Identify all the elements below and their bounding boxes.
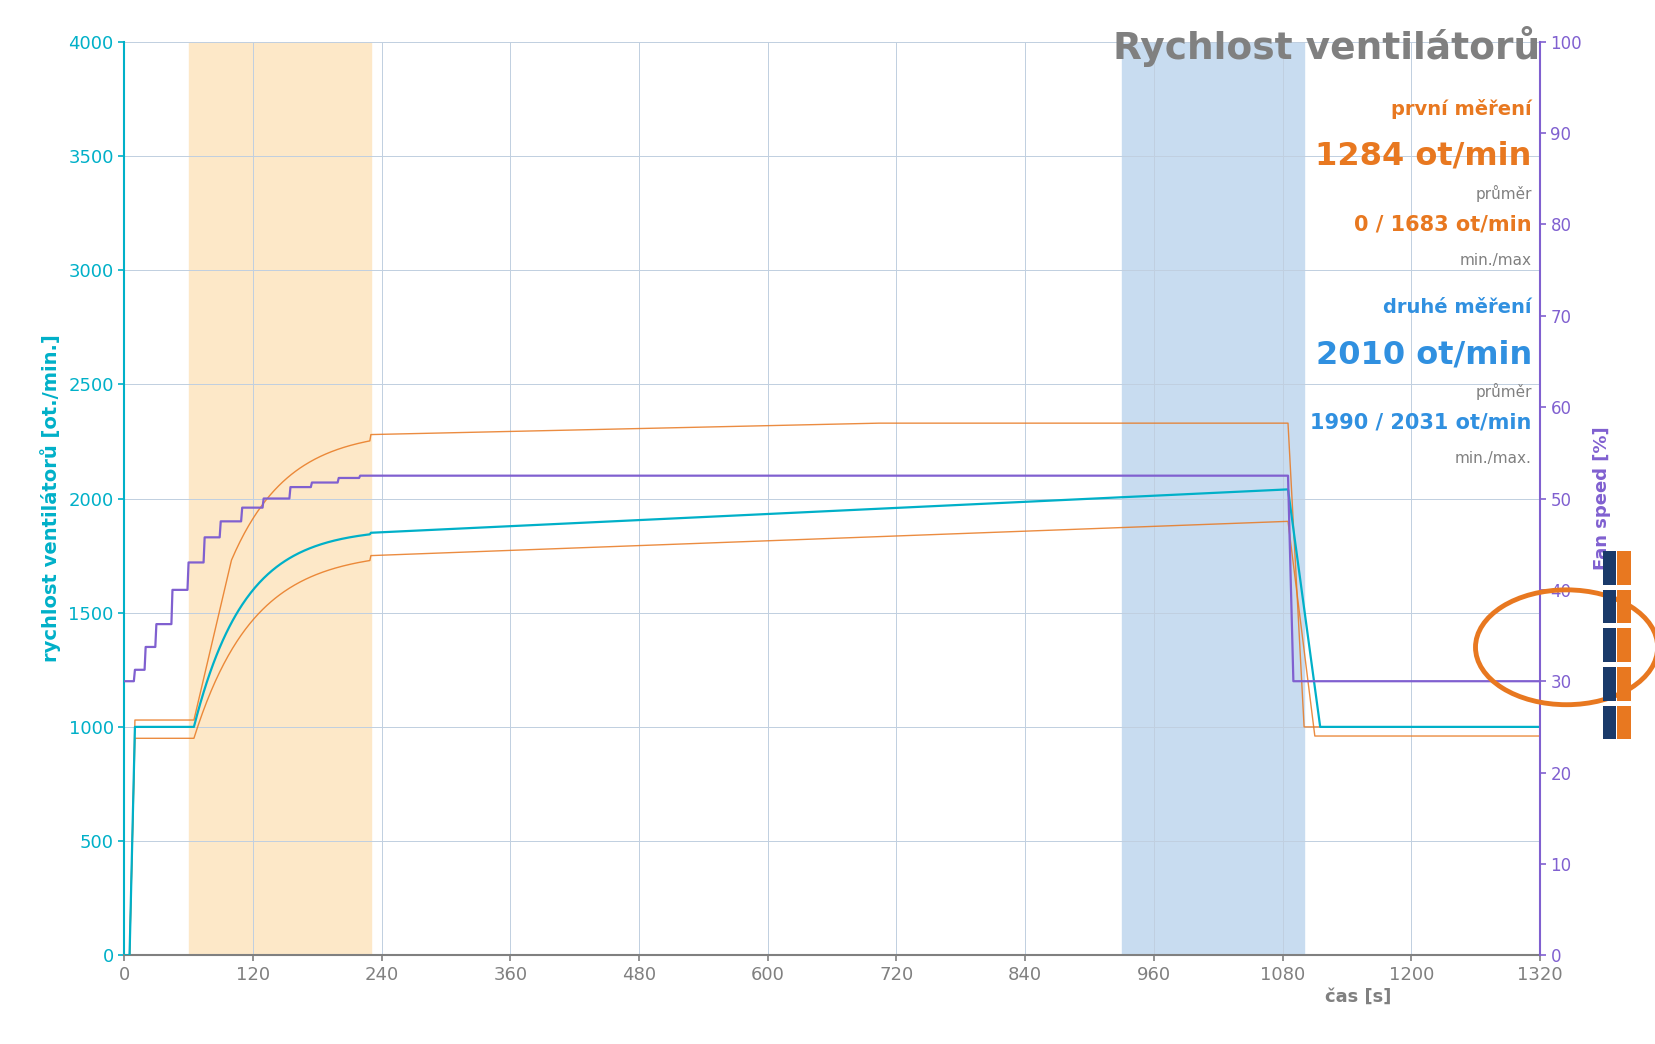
Bar <box>1120 42 1302 955</box>
Text: 1284 ot/min: 1284 ot/min <box>1314 141 1531 172</box>
Text: 0 / 1683 ot/min: 0 / 1683 ot/min <box>1354 214 1531 234</box>
Text: min./max.: min./max. <box>1455 451 1531 466</box>
Text: min./max: min./max <box>1460 253 1531 267</box>
Text: Rychlost ventilátorů: Rychlost ventilátorů <box>1112 26 1539 67</box>
Bar <box>189 42 371 955</box>
Y-axis label: Fan speed [%]: Fan speed [%] <box>1592 427 1610 570</box>
Text: 1990 / 2031 ot/min: 1990 / 2031 ot/min <box>1309 412 1531 432</box>
Text: čas [s]: čas [s] <box>1324 988 1390 1006</box>
Y-axis label: rychlost ventilátorů [ot./min.]: rychlost ventilátorů [ot./min.] <box>40 335 61 662</box>
Text: druhé měření: druhé měření <box>1382 298 1531 316</box>
Text: průměr: průměr <box>1475 383 1531 400</box>
Text: průměr: průměr <box>1475 185 1531 201</box>
Text: 2010 ot/min: 2010 ot/min <box>1314 339 1531 371</box>
Text: první měření: první měření <box>1390 99 1531 119</box>
